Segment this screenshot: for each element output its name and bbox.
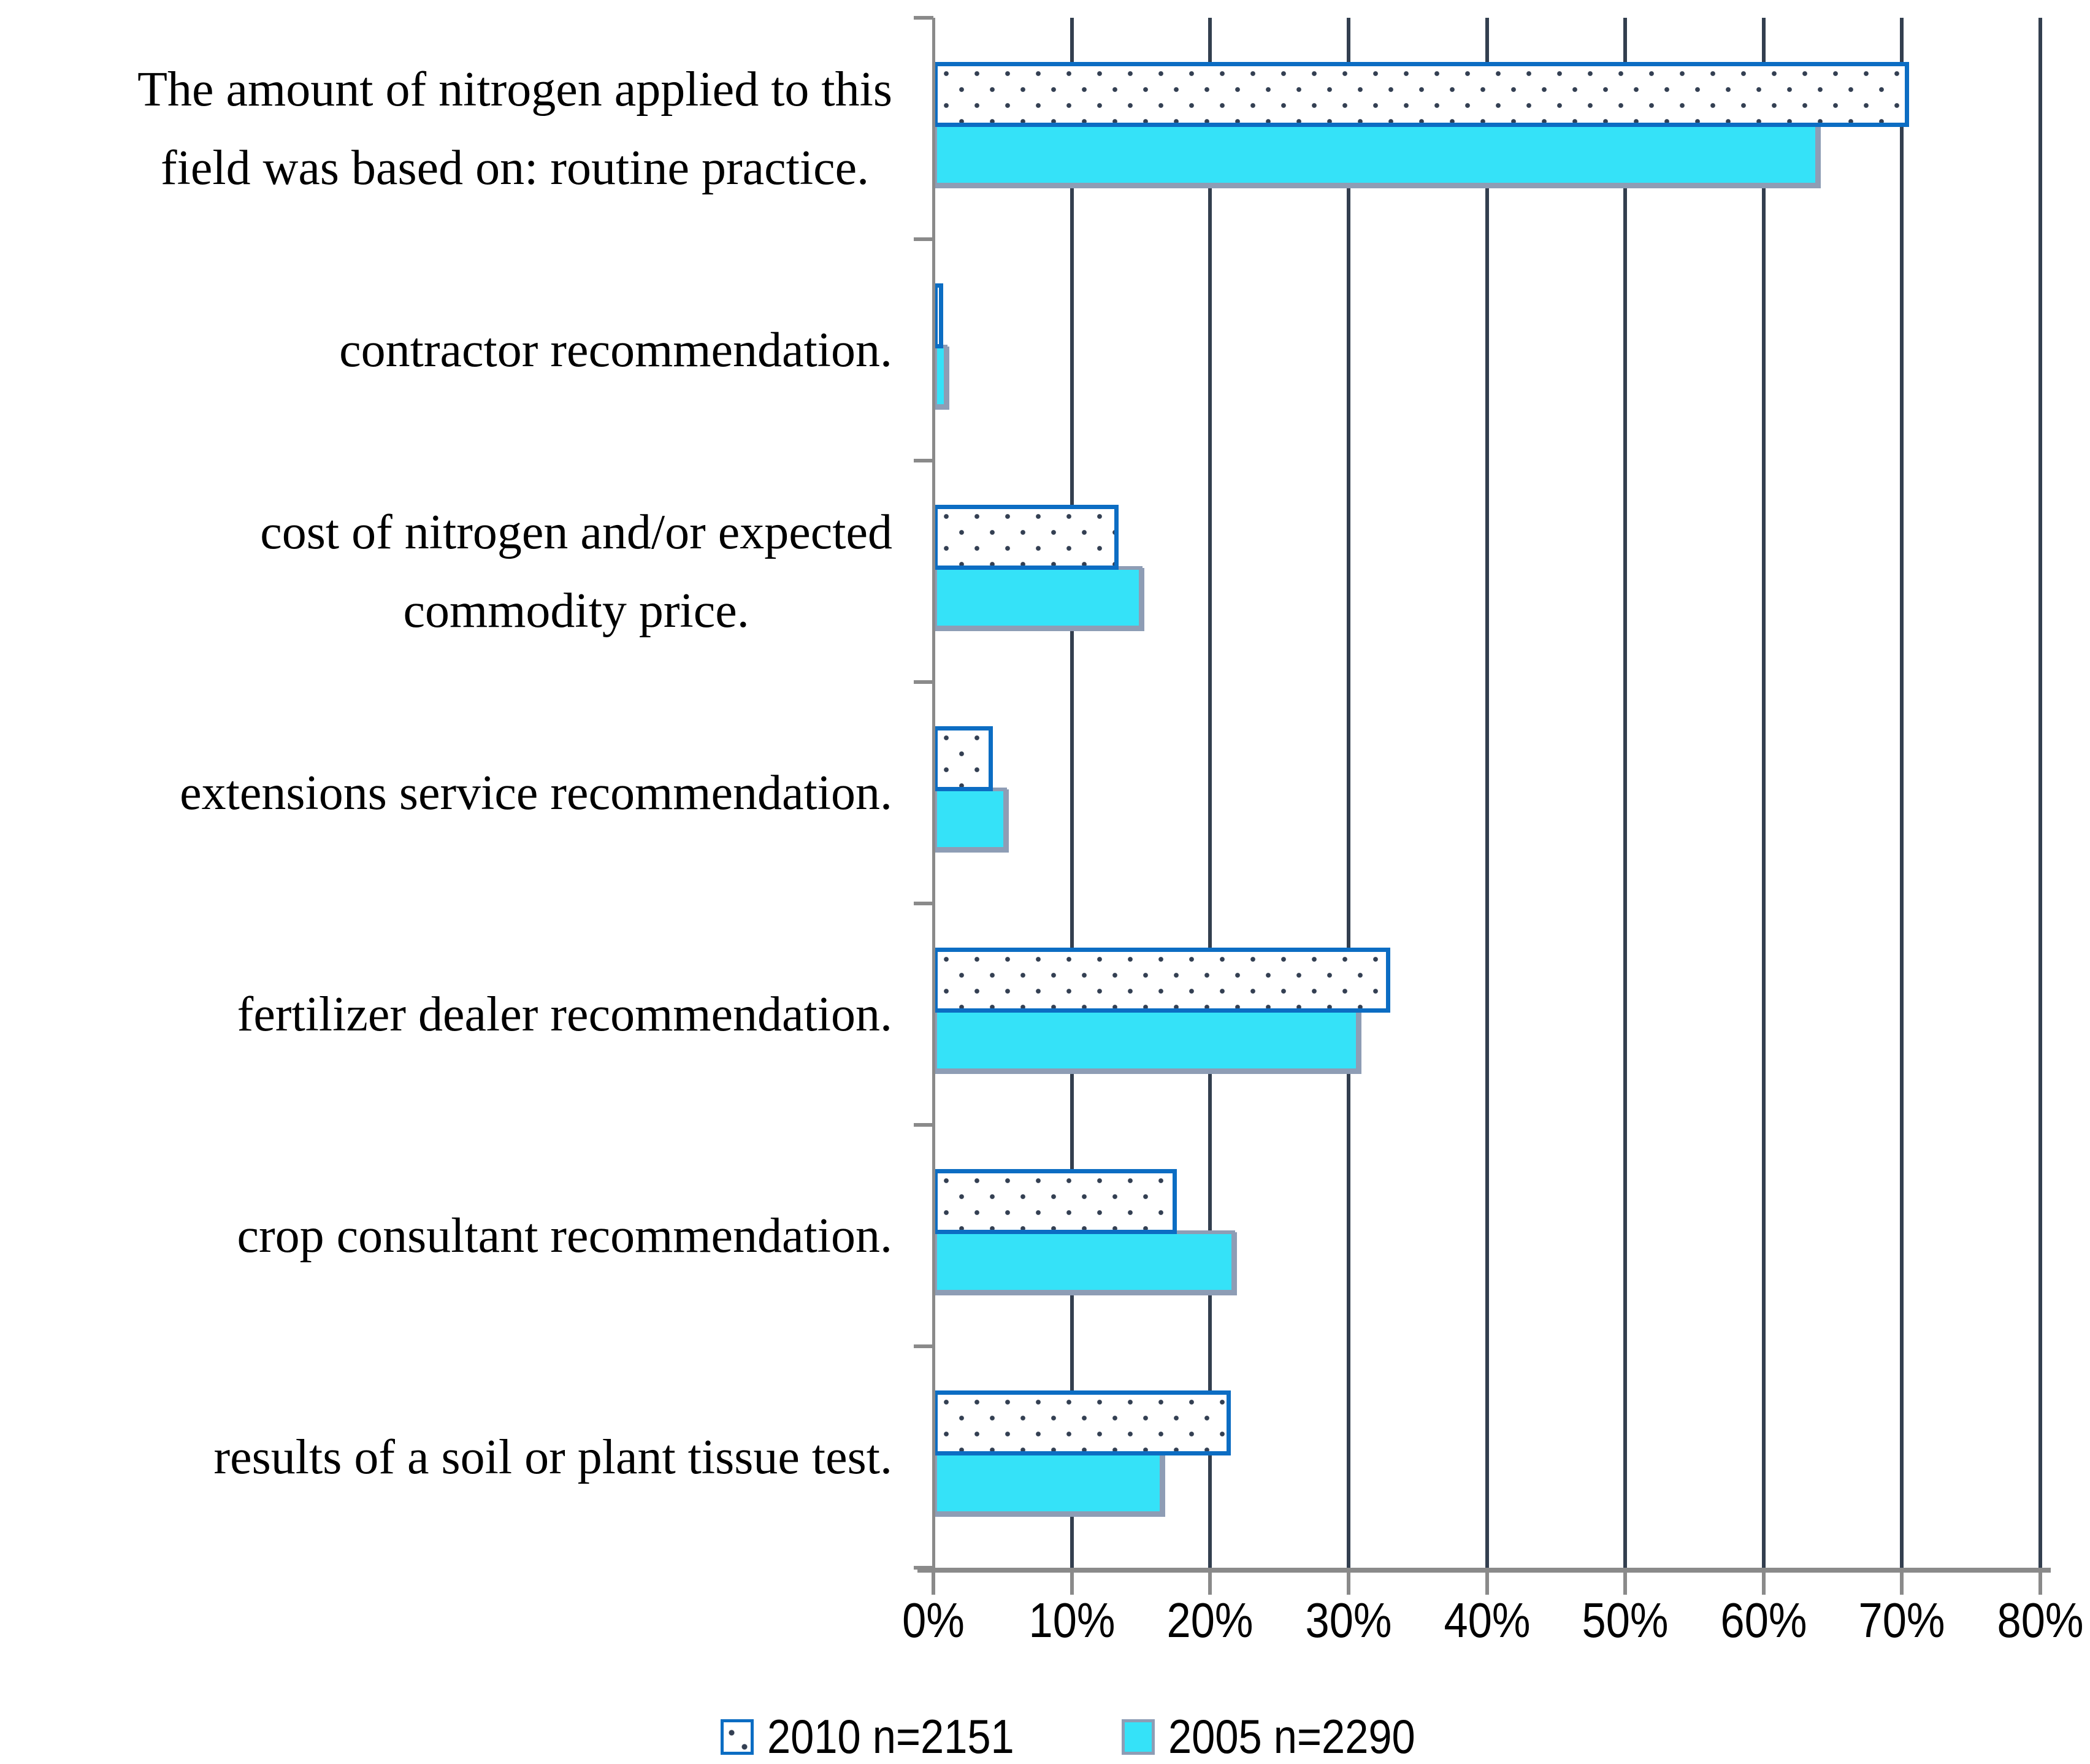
y-tick	[914, 459, 933, 462]
x-tick-60%	[1761, 1570, 1766, 1595]
legend-label-text: 2005 n=2290	[1168, 1709, 1415, 1763]
y-tick	[914, 1566, 933, 1570]
category-label: The amount of nitrogen applied to this f…	[0, 18, 892, 239]
bar-2005-3	[933, 788, 1007, 851]
x-tick-label: 10%	[1023, 1592, 1121, 1649]
legend-item-2005: 2005 n=2290	[1122, 1709, 1449, 1764]
y-tick	[914, 237, 933, 241]
bar-2005-0	[933, 123, 1819, 186]
gridline-80%	[2038, 18, 2042, 1568]
x-tick-label: 20%	[1161, 1592, 1259, 1649]
category-label: extensions service recommendation.	[0, 682, 892, 903]
bar-2010-1	[933, 283, 943, 348]
bar-2005-2	[933, 566, 1143, 629]
category-label: contractor recommendation.	[0, 239, 892, 461]
x-tick-20%	[1208, 1570, 1212, 1595]
x-tick-label: 50%	[1576, 1592, 1674, 1649]
bar-2005-4	[933, 1009, 1360, 1072]
x-tick-label-text: 80%	[1997, 1593, 2084, 1647]
x-tick-30%	[1346, 1570, 1350, 1595]
category-label: fertilizer dealer recommendation.	[0, 903, 892, 1125]
x-tick-label-text: 40%	[1444, 1593, 1530, 1647]
category-label-text: fertilizer dealer recommendation.	[237, 987, 892, 1041]
x-tick-label: 40%	[1437, 1592, 1536, 1649]
gridline-50%	[1623, 18, 1628, 1568]
legend-swatch-2005-solid	[1122, 1719, 1155, 1755]
bar-2005-1	[933, 345, 947, 408]
y-tick	[914, 680, 933, 684]
bar-2010-5	[933, 1169, 1177, 1234]
y-tick	[914, 902, 933, 905]
x-tick-label: 70%	[1853, 1592, 1951, 1649]
category-label-text: cost of nitrogen and/or expected commodi…	[260, 505, 892, 638]
plot-area	[932, 18, 2042, 1568]
x-tick-80%	[2038, 1570, 2042, 1595]
y-tick	[914, 16, 933, 20]
x-tick-label: 0%	[898, 1592, 969, 1649]
x-tick-label-text: 20%	[1166, 1593, 1254, 1647]
bar-2005-5	[933, 1230, 1235, 1294]
x-tick-label-text: 60%	[1720, 1593, 1807, 1647]
gridline-30%	[1346, 18, 1350, 1568]
x-axis-line	[917, 1568, 2051, 1573]
bar-2005-6	[933, 1452, 1163, 1515]
y-tick	[914, 1123, 933, 1127]
bar-2010-4	[933, 948, 1390, 1013]
bar-2010-6	[933, 1390, 1231, 1455]
bar-2010-0	[933, 62, 1909, 127]
category-label: results of a soil or plant tissue test.	[0, 1346, 892, 1568]
x-tick-label: 30%	[1300, 1592, 1398, 1649]
x-tick-70%	[1900, 1570, 1904, 1595]
category-label-text: crop consultant recommendation.	[237, 1208, 892, 1263]
x-tick-0%	[932, 1570, 935, 1595]
bar-2010-3	[933, 726, 993, 791]
gridline-40%	[1485, 18, 1489, 1568]
category-label-text: results of a soil or plant tissue test.	[213, 1430, 892, 1484]
legend-label: 2010 n=2151	[767, 1709, 1048, 1764]
legend-swatch-2010-dotted	[721, 1719, 754, 1755]
gridline-20%	[1208, 18, 1212, 1568]
bar-2010-2	[933, 505, 1119, 570]
x-tick-10%	[1070, 1570, 1074, 1595]
x-tick-40%	[1485, 1570, 1489, 1595]
category-label: cost of nitrogen and/or expected commodi…	[0, 461, 892, 682]
category-label: crop consultant recommendation.	[0, 1125, 892, 1346]
category-label-text: extensions service recommendation.	[180, 765, 892, 820]
legend-label-text: 2010 n=2151	[767, 1709, 1015, 1763]
x-tick-50%	[1623, 1570, 1628, 1595]
category-label-text: contractor recommendation.	[339, 323, 892, 377]
x-tick-label-text: 70%	[1858, 1593, 1945, 1647]
legend-item-2010: 2010 n=2151	[721, 1709, 1048, 1764]
x-tick-label: 60%	[1715, 1592, 1813, 1649]
gridline-10%	[1070, 18, 1074, 1568]
x-tick-label-text: 30%	[1305, 1593, 1392, 1647]
x-tick-label-text: 50%	[1582, 1593, 1669, 1647]
gridline-70%	[1900, 18, 1904, 1568]
y-axis-line	[932, 18, 935, 1568]
x-tick-label-text: 10%	[1028, 1593, 1116, 1647]
category-label-text: The amount of nitrogen applied to this f…	[137, 62, 892, 195]
gridline-60%	[1761, 18, 1766, 1568]
x-tick-label: 80%	[1991, 1592, 2089, 1649]
y-tick	[914, 1344, 933, 1348]
x-tick-label-text: 0%	[902, 1593, 965, 1647]
legend: 2010 n=2151 2005 n=2290	[0, 1709, 2090, 1764]
legend-label: 2005 n=2290	[1168, 1709, 1449, 1764]
